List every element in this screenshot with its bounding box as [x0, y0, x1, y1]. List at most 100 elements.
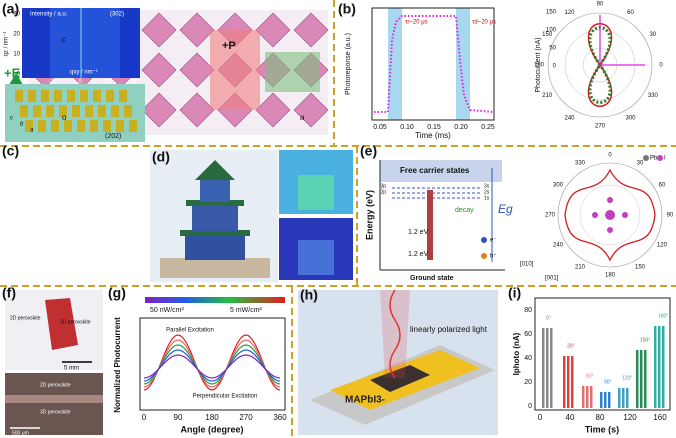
x-tick-label: 0.15	[427, 124, 441, 131]
lattice-block	[72, 105, 80, 117]
radial-label: 100	[546, 28, 557, 34]
lattice-block	[51, 120, 59, 132]
label: 5 mm	[64, 366, 79, 372]
x-tick-label: 10	[104, 80, 111, 86]
angle-label: 210	[542, 93, 553, 99]
x-tick-label: 90	[174, 413, 183, 422]
x-tick-label: 0	[142, 413, 147, 422]
octahedron	[293, 92, 329, 128]
label: decay	[455, 207, 474, 214]
angle-label: 330	[575, 161, 586, 167]
label: Photoreponse (a.u.)	[345, 33, 352, 95]
pulse	[600, 392, 603, 408]
y-tick-label: 0	[17, 72, 21, 78]
annotation: 30°	[567, 343, 575, 349]
lattice-block	[80, 90, 88, 102]
x-tick-label: 160	[653, 413, 667, 422]
radial-label: 150	[546, 10, 557, 16]
lattice-block	[20, 105, 28, 117]
angle-label: 0	[659, 63, 663, 69]
angle-label: 300	[553, 183, 564, 189]
lattice-block	[103, 120, 111, 132]
label: 5 mW/cm²	[230, 307, 263, 314]
annotation: 60°	[586, 373, 594, 379]
label: Ground state	[410, 275, 454, 282]
angle-label: 270	[595, 124, 606, 130]
lattice-block	[116, 120, 124, 132]
label: 2s	[484, 189, 490, 195]
lattice-block	[67, 90, 75, 102]
label: linearly polarized light	[410, 325, 488, 334]
label: τd~20 μs	[472, 20, 496, 26]
angle-plot	[139, 297, 286, 411]
angle-label: 180	[605, 273, 616, 279]
label: +E	[4, 65, 21, 80]
lattice-block	[64, 120, 72, 132]
label: qxy / nm⁻¹	[70, 70, 98, 76]
angle-label: 240	[553, 243, 564, 249]
lattice-block	[46, 105, 54, 117]
x-tick-label: 0.20	[454, 124, 468, 131]
label: o	[62, 113, 67, 122]
pulse	[654, 326, 657, 408]
pulse	[604, 392, 607, 408]
lattice-block	[15, 90, 23, 102]
angle-label: 180	[534, 63, 545, 69]
angle-label: 60	[627, 10, 634, 16]
sample-photos	[5, 290, 103, 435]
octahedron	[141, 12, 177, 48]
lattice-block	[54, 90, 62, 102]
label: c	[62, 35, 66, 44]
lattice-block	[93, 90, 101, 102]
lattice-block	[38, 120, 46, 132]
x-tick-label: -20	[22, 80, 31, 86]
label: Photocurrent (nA)	[535, 37, 542, 92]
panel-label: (g)	[108, 285, 126, 301]
annotation: 150°	[640, 337, 650, 343]
pulse	[590, 386, 593, 408]
x-tick-label: 180	[205, 413, 219, 422]
label: 500 μm	[12, 430, 29, 436]
angle-label: 120	[564, 10, 575, 16]
angle-label: 60	[659, 183, 666, 189]
pulse	[662, 326, 665, 408]
octahedron	[255, 92, 291, 128]
angle-label: 300	[625, 115, 636, 121]
label: Iphoto (nA)	[512, 332, 521, 375]
angle-label: 120	[657, 243, 668, 249]
panel-label: (d)	[152, 149, 170, 165]
label: Perpendicular Excitation	[193, 394, 258, 400]
panel-label: (a)	[2, 1, 19, 17]
angle-label: 330	[648, 93, 659, 99]
octahedron	[179, 92, 215, 128]
x-tick-label: -10	[49, 80, 58, 86]
label: 3s	[484, 183, 490, 189]
pulse	[546, 328, 549, 408]
label: 2D perovskite	[40, 382, 71, 388]
angle-label: 90	[667, 213, 674, 219]
curve	[143, 334, 281, 391]
label: Eg	[498, 202, 513, 216]
legend-label: I	[664, 156, 666, 162]
angle-label: 90	[597, 2, 604, 8]
angle-label: 270	[545, 213, 556, 219]
lattice-block	[111, 105, 119, 117]
x-tick-label: 20	[131, 80, 138, 86]
y-tick-label: 10	[13, 52, 20, 58]
lattice-block	[28, 90, 36, 102]
temple-image	[150, 150, 353, 282]
label: c	[10, 116, 13, 122]
y-tick-label: 40	[524, 355, 532, 362]
giwaxs	[5, 8, 145, 142]
pulse	[586, 386, 589, 408]
label: 50 nW/cm²	[150, 307, 185, 314]
label: Free carrier states	[400, 166, 470, 175]
octahedron	[179, 52, 215, 88]
pulse	[622, 388, 625, 408]
pulse	[582, 386, 585, 408]
pulse	[644, 350, 647, 408]
panel-label: (c)	[2, 143, 19, 159]
label: Intensity / a.u.	[30, 12, 68, 18]
current-plot	[534, 297, 671, 411]
